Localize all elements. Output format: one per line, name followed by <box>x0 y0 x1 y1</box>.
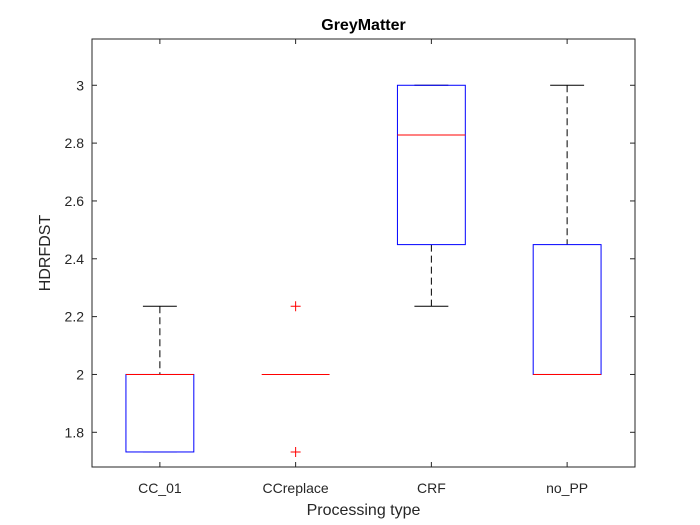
x-tick-label: CRF <box>417 480 446 496</box>
chart-marks: 1.8 2 2.2 2.4 2.6 2.8 3 CC_01 CCreplace CRF no_PP <box>65 39 635 496</box>
y-tick-label: 1.8 <box>65 424 85 440</box>
outlier-marker <box>290 446 301 457</box>
chart-title: GreyMatter <box>321 17 405 34</box>
y-tick-label: 2.6 <box>65 193 85 209</box>
x-axis-title: Processing type <box>307 502 421 519</box>
y-tick-label: 2.8 <box>65 135 85 151</box>
y-axis-title: HDRFDST <box>37 215 54 292</box>
y-tick-label: 2.4 <box>65 251 85 267</box>
y-tick-label: 2.2 <box>65 309 85 325</box>
outlier-marker <box>290 301 301 312</box>
x-tick-label: no_PP <box>546 480 588 496</box>
y-tick-label: 3 <box>76 77 84 93</box>
box <box>396 84 466 246</box>
plot-area <box>91 38 636 468</box>
x-tick-label: CCreplace <box>263 480 329 496</box>
y-tick-label: 2 <box>76 366 84 382</box>
x-tick-label: CC_01 <box>138 480 182 496</box>
